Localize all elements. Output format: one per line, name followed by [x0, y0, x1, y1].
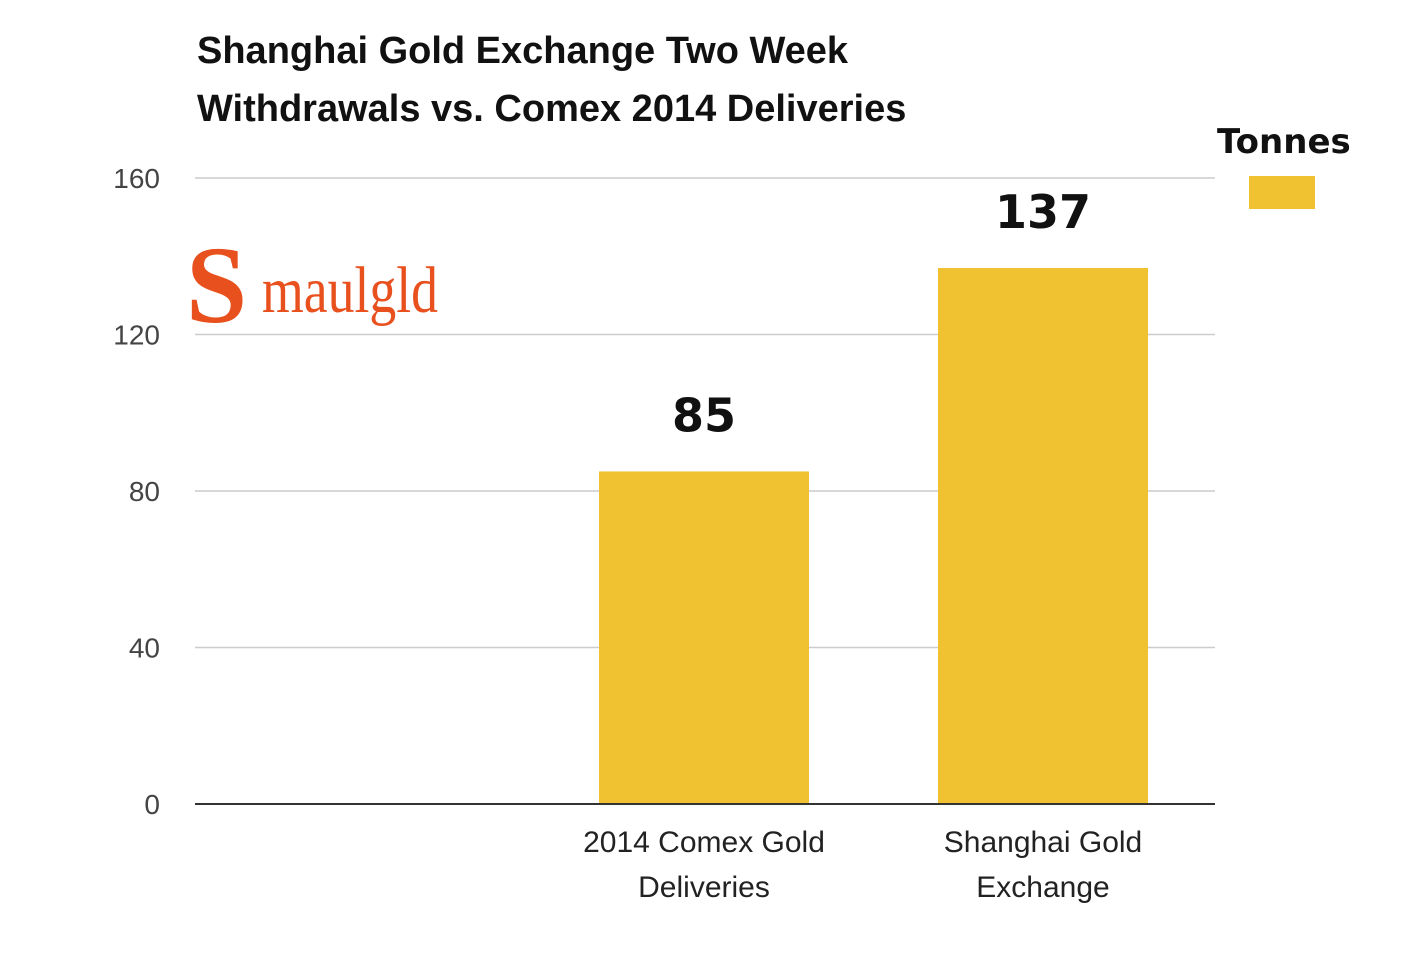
bars [599, 267, 1148, 804]
category-label: Exchange [976, 871, 1109, 904]
bar [938, 267, 1148, 804]
legend-label: Tonnes [1217, 122, 1351, 162]
category-label: Deliveries [638, 871, 770, 904]
bar [599, 471, 809, 804]
y-axis-ticks: 0 40 80 120 160 [113, 163, 160, 820]
category-label: Shanghai Gold [944, 826, 1143, 859]
category-labels: 2014 Comex Gold Deliveries Shanghai Gold Ex… [583, 826, 1142, 904]
data-label: 85 [672, 388, 736, 442]
legend: Tonnes [1217, 122, 1351, 209]
data-label: 137 [995, 185, 1091, 239]
logo-initial: S [186, 224, 247, 346]
logo: S maulgld [186, 224, 438, 346]
data-labels: 85 137 [672, 185, 1091, 442]
y-tick-label: 80 [129, 476, 160, 507]
y-tick-label: 0 [144, 789, 160, 820]
legend-swatch [1249, 176, 1315, 209]
chart-title-line-2: Withdrawals vs. Comex 2014 Deliveries [197, 88, 906, 130]
y-tick-label: 120 [113, 320, 160, 351]
y-tick-label: 160 [113, 163, 160, 194]
y-tick-label: 40 [129, 633, 160, 664]
chart-title: Shanghai Gold Exchange Two Week Withdraw… [197, 30, 906, 130]
category-label: 2014 Comex Gold [583, 826, 825, 859]
chart-title-line-1: Shanghai Gold Exchange Two Week [197, 30, 849, 72]
logo-text: maulgld [262, 254, 438, 327]
